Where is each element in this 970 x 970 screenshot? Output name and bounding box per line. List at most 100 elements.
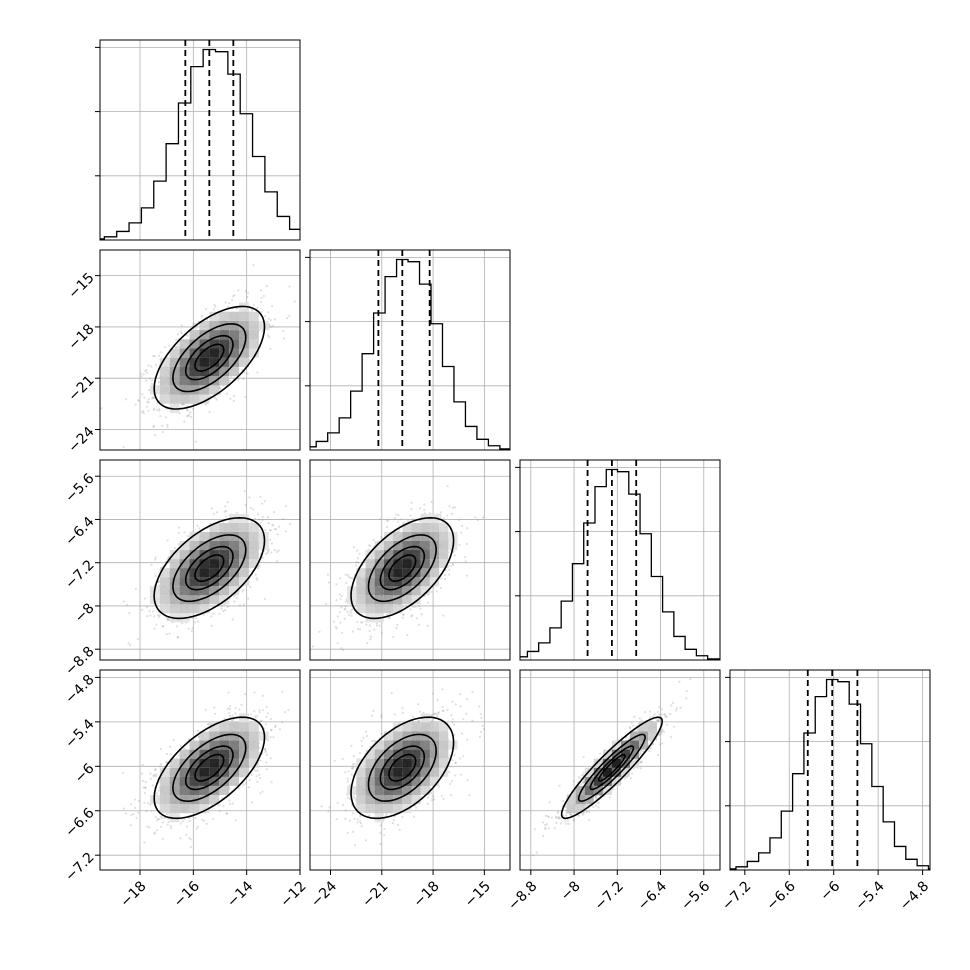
scatter-point (453, 506, 456, 509)
scatter-point (247, 291, 250, 294)
scatter-point (276, 533, 279, 536)
scatter-point (409, 514, 412, 517)
contour-line (194, 554, 225, 582)
scatter-point (448, 568, 451, 571)
density-cell (365, 559, 375, 569)
scatter-point (464, 556, 467, 559)
density-cell (229, 531, 240, 542)
density-cell (402, 541, 412, 551)
scatter-point (453, 554, 456, 557)
density-cell (169, 550, 180, 560)
scatter-point (145, 369, 148, 372)
scatter-point (426, 601, 430, 604)
scatter-point (100, 407, 103, 410)
density-cell (229, 541, 240, 551)
density-cell (209, 376, 220, 386)
density-cell (209, 348, 220, 358)
scatter-point (375, 624, 378, 627)
scatter-point (282, 329, 285, 333)
density-cell (199, 604, 210, 614)
scatter-point (464, 560, 467, 563)
scatter-point (369, 544, 372, 547)
scatter-point (129, 824, 132, 827)
density-cell (209, 522, 220, 532)
scatter-point (250, 309, 254, 312)
density-cell (239, 320, 249, 331)
density-cell (209, 586, 220, 596)
scatter-point (414, 605, 417, 609)
scatter-point (254, 573, 257, 576)
scatter-point (148, 826, 151, 829)
scatter-point (282, 337, 285, 340)
scatter-point (148, 609, 151, 613)
scatter-point (365, 623, 368, 626)
scatter-point (228, 302, 231, 305)
scatter-point (183, 420, 186, 423)
panel-plot-area (100, 250, 300, 450)
scatter-point (147, 401, 150, 404)
scatter-point (180, 324, 183, 327)
y-tick-label: −21 (65, 373, 97, 405)
scatter-point (197, 825, 200, 828)
scatter-point (423, 508, 426, 512)
density-cell (189, 568, 200, 578)
scatter-point (259, 495, 262, 498)
density-cell (239, 531, 249, 542)
scatter-point (155, 773, 158, 776)
density-cell (209, 595, 220, 605)
density-cell (199, 550, 210, 560)
density-cell (248, 541, 259, 551)
density-cell (169, 385, 180, 395)
density-cell (229, 522, 240, 532)
scatter-point (265, 715, 268, 719)
scatter-point (220, 605, 223, 608)
scatter-point (282, 518, 285, 521)
density-cell (199, 559, 210, 569)
density-cell (219, 595, 230, 605)
scatter-point (430, 500, 433, 504)
density-cell (439, 559, 449, 569)
scatter-point (190, 629, 193, 632)
scatter-point (242, 603, 246, 606)
panel-1-1 (305, 249, 511, 451)
scatter-point (269, 319, 273, 322)
scatter-point (246, 372, 249, 375)
scatter-point (196, 620, 199, 623)
density-cell (429, 541, 440, 551)
scatter-point (351, 608, 354, 611)
scatter-point (345, 598, 348, 601)
scatter-point (223, 510, 226, 513)
density-cell (393, 586, 403, 596)
scatter-point (256, 578, 259, 581)
scatter-point (466, 527, 469, 530)
density-cell (229, 568, 240, 578)
scatter-point (166, 823, 169, 826)
scatter-point (349, 611, 352, 614)
density-cell (199, 595, 210, 605)
density-cell (189, 357, 200, 367)
scatter-point (386, 519, 390, 522)
density-cell (402, 586, 412, 596)
histogram-bars (310, 258, 510, 450)
scatter-point (338, 611, 341, 614)
scatter-point (410, 508, 413, 511)
density-cell (229, 366, 240, 377)
scatter-point (185, 408, 188, 411)
scatter-point (161, 430, 164, 434)
density-cell (159, 366, 170, 377)
density-cell (239, 541, 249, 551)
density-cell (209, 531, 220, 542)
scatter-point (225, 509, 228, 513)
scatter-point (439, 586, 442, 590)
scatter-point (407, 520, 410, 523)
scatter-point (224, 505, 227, 508)
scatter-point (151, 379, 154, 382)
scatter-point (238, 708, 241, 711)
density-cell (411, 595, 421, 605)
density-cell (239, 348, 249, 358)
density-cell (209, 577, 220, 587)
scatter-point (231, 618, 234, 621)
scatter-point (259, 300, 263, 304)
scatter-point (474, 516, 477, 519)
scatter-point (175, 338, 178, 341)
